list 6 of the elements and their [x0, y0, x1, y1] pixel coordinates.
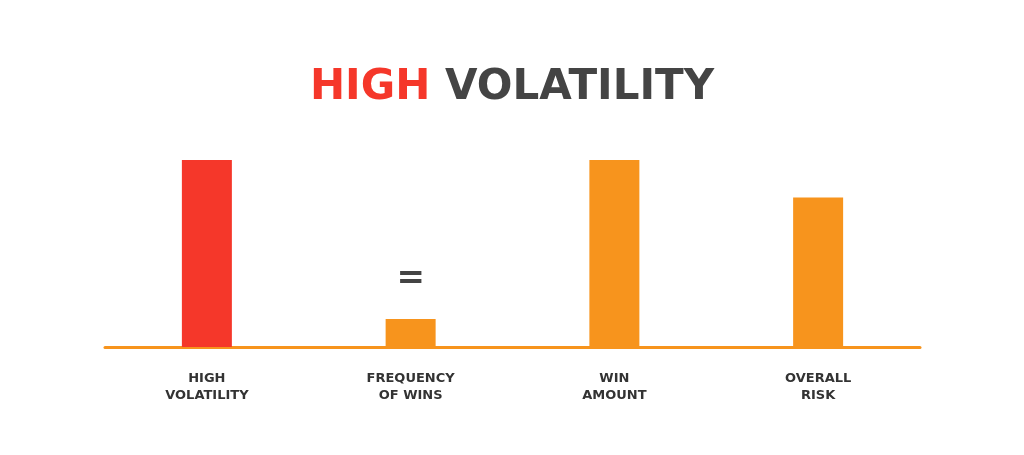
annotation: = — [396, 255, 425, 296]
x-tick-label: HIGH VOLATILITY — [165, 370, 250, 402]
x-tick-label: OVERALL RISK — [784, 370, 852, 402]
x-tick-label: WIN AMOUNT — [582, 370, 647, 402]
x-tick-label: FREQUENCY OF WINS — [366, 370, 456, 402]
chart-title: HIGH VOLATILITY — [309, 59, 715, 109]
